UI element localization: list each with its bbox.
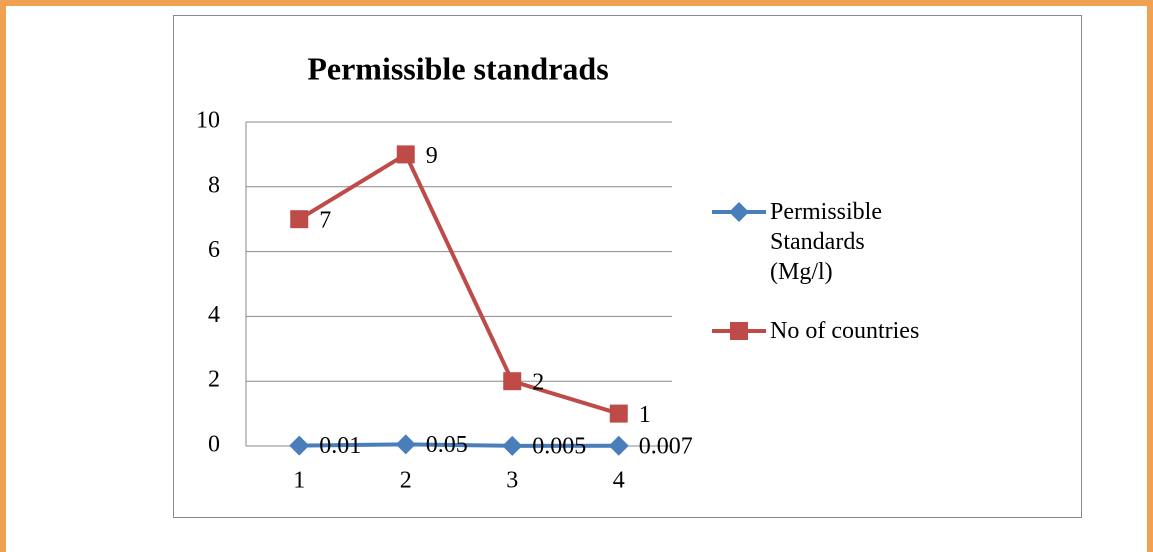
marker [502, 435, 523, 456]
data-label: 0.01 [319, 433, 361, 459]
data-label: 1 [639, 402, 651, 428]
y-tick-label: 8 [208, 172, 220, 198]
y-tick-label: 6 [208, 237, 220, 263]
y-tick-label: 10 [196, 108, 220, 134]
data-label: 2 [532, 370, 544, 396]
marker [290, 210, 309, 229]
data-label: 7 [319, 208, 331, 234]
marker [396, 145, 415, 164]
x-tick-label: 3 [506, 468, 518, 494]
chart-box [173, 15, 1082, 518]
legend-entry: Permissible Standards (Mg/l) [770, 199, 882, 285]
y-tick-label: 4 [208, 302, 220, 328]
legend-entry: No of countries [770, 318, 920, 344]
chart-title: Permissible standrads [307, 50, 608, 86]
marker [608, 435, 629, 456]
data-label: 0.005 [532, 433, 586, 459]
data-label: 9 [426, 143, 438, 169]
marker [730, 322, 748, 340]
series-line [298, 151, 620, 416]
marker [289, 435, 310, 456]
y-tick-label: 0 [208, 432, 220, 458]
data-label: 0.007 [639, 433, 693, 459]
x-tick-label: 4 [613, 468, 625, 494]
x-tick-label: 2 [400, 468, 412, 494]
marker [729, 202, 749, 222]
marker [395, 434, 416, 455]
series-line [299, 442, 619, 448]
y-tick-label: 2 [208, 367, 220, 393]
data-label: 0.05 [426, 432, 468, 458]
x-tick-label: 1 [293, 468, 305, 494]
marker [609, 404, 628, 423]
marker [503, 372, 522, 391]
